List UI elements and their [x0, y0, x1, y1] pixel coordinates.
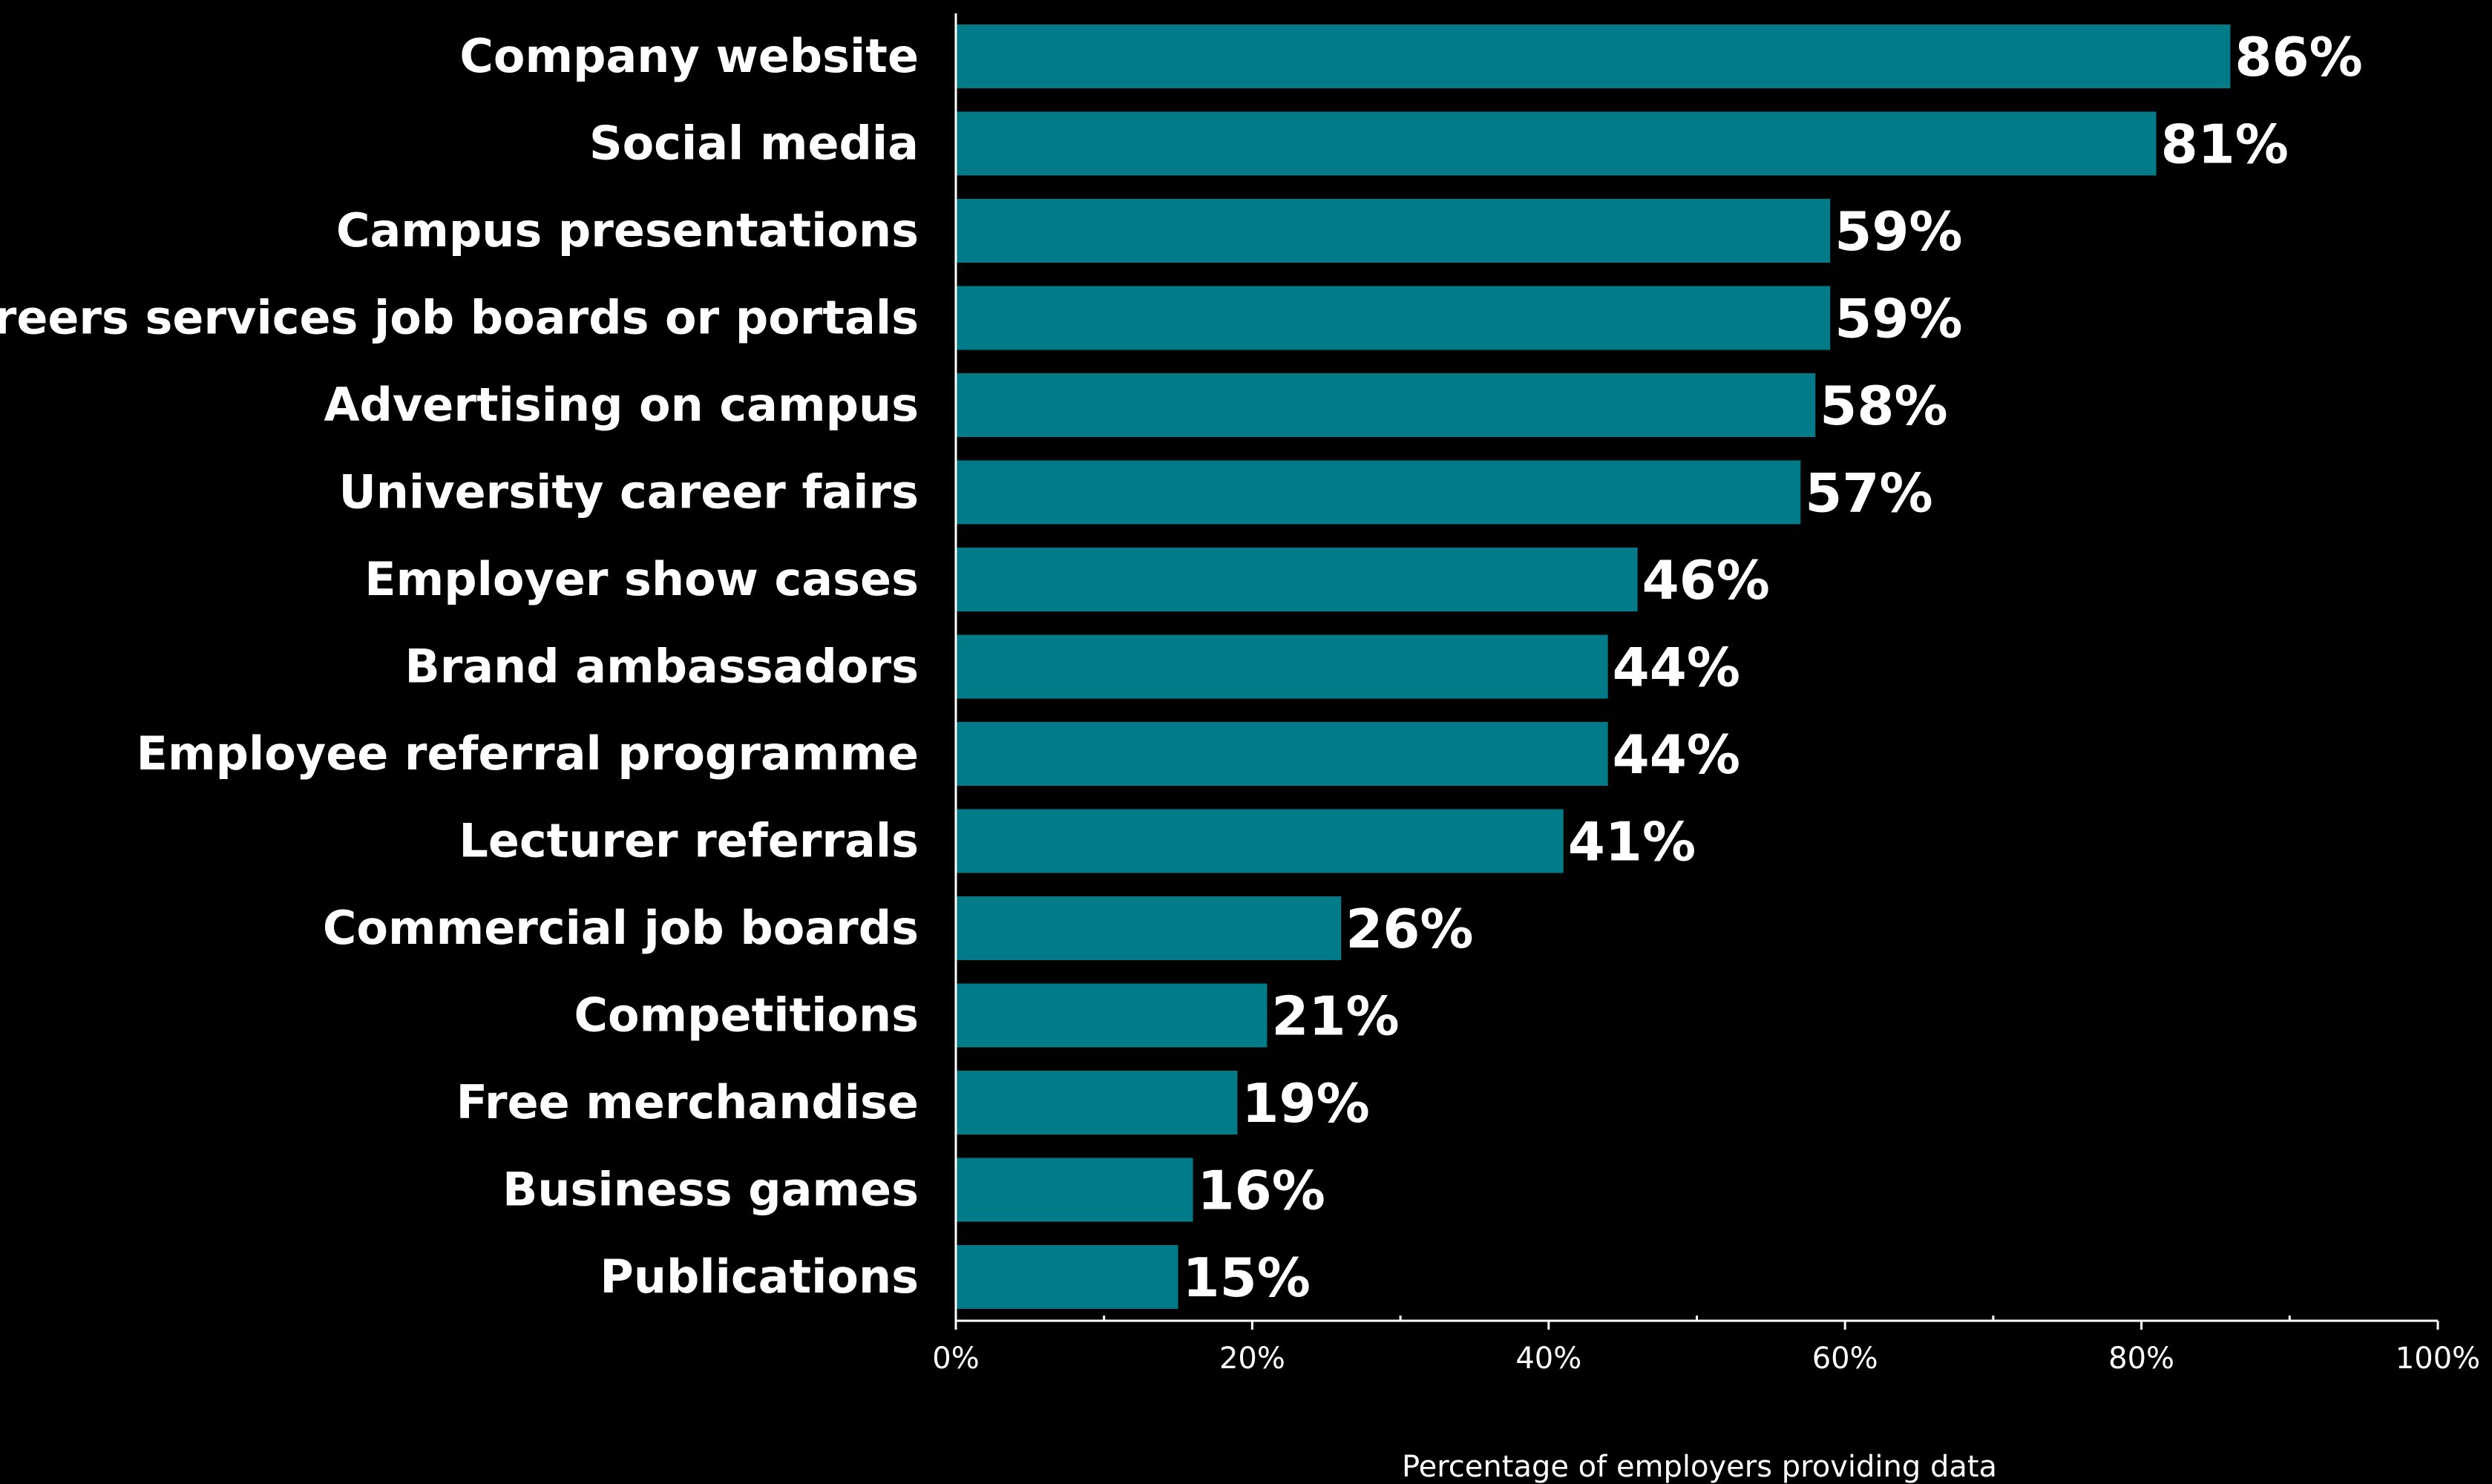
value-label-competitions: 21%: [1271, 985, 1399, 1048]
bar-social-media: [956, 111, 2157, 176]
x-tick-label-40: 40%: [1515, 1342, 1581, 1376]
x-tick-label-0: 0%: [932, 1342, 979, 1376]
bar-employer-show-cases: [956, 548, 1638, 611]
value-label-lecturer-referrals: 41%: [1568, 811, 1696, 873]
x-tick-label-20: 20%: [1219, 1342, 1285, 1376]
value-label-employee-referral-programme: 44%: [1613, 723, 1740, 786]
category-label-campus-presentations: Campus presentations: [336, 203, 919, 257]
value-label-brand-ambassadors: 44%: [1613, 637, 1740, 699]
value-label-business-games: 16%: [1198, 1160, 1325, 1222]
value-labels-group: 86% 81% 59% 59% 58% 57% 46% 44% 44% 41% 26% 21% 19% 1…: [1183, 26, 2363, 1309]
category-label-company-website: Company website: [459, 29, 919, 83]
bars-group: [956, 24, 2231, 1309]
value-label-employer-show-cases: 46%: [1642, 549, 1770, 611]
value-label-campus-presentations: 59%: [1834, 200, 1962, 263]
value-label-publications: 15%: [1183, 1247, 1311, 1309]
category-label-competitions: Competitions: [574, 988, 919, 1043]
bar-competitions: [956, 983, 1268, 1048]
bar-careers-services-job-boards-or-portals: [956, 286, 1831, 350]
value-label-social-media: 81%: [2161, 114, 2289, 176]
x-tick-label-60: 60%: [1812, 1342, 1878, 1376]
category-label-free-merchandise: Free merchandise: [456, 1075, 919, 1129]
bar-business-games: [956, 1158, 1193, 1222]
value-label-commercial-job-boards: 26%: [1345, 898, 1473, 960]
bar-advertising-on-campus: [956, 373, 1816, 437]
bar-free-merchandise: [956, 1071, 1238, 1135]
bar-publications: [956, 1245, 1178, 1309]
bar-campus-presentations: [956, 199, 1831, 263]
category-label-careers-services-job-boards-or-portals: Careers services job boards or portals: [0, 291, 919, 345]
category-label-commercial-job-boards: Commercial job boards: [323, 901, 919, 955]
x-tick-label-100: 100%: [2396, 1342, 2480, 1376]
category-label-social-media: Social media: [589, 116, 919, 171]
x-tick-label-80: 80%: [2108, 1342, 2174, 1376]
value-label-company-website: 86%: [2234, 26, 2362, 88]
value-label-university-career-fairs: 57%: [1805, 462, 1932, 525]
bar-employee-referral-programme: [956, 722, 1608, 786]
bar-commercial-job-boards: [956, 896, 1342, 960]
category-label-brand-ambassadors: Brand ambassadors: [404, 640, 919, 694]
category-label-employer-show-cases: Employer show cases: [364, 552, 919, 606]
category-labels-group: Company website Social media Campus presen…: [0, 29, 919, 1304]
category-label-advertising-on-campus: Advertising on campus: [324, 378, 919, 432]
bar-lecturer-referrals: [956, 809, 1564, 873]
category-label-employee-referral-programme: Employee referral programme: [137, 726, 919, 781]
x-axis: 0% 20% 40% 60% 80% 100%: [932, 13, 2480, 1376]
category-label-business-games: Business games: [502, 1163, 919, 1217]
bar-brand-ambassadors: [956, 634, 1608, 699]
value-label-advertising-on-campus: 58%: [1820, 375, 1947, 437]
bar-company-website: [956, 24, 2231, 88]
bar-university-career-fairs: [956, 460, 1801, 525]
category-label-lecturer-referrals: Lecturer referrals: [459, 814, 919, 868]
value-label-careers-services-job-boards-or-portals: 59%: [1834, 288, 1962, 350]
category-label-university-career-fairs: University career fairs: [338, 465, 919, 519]
x-axis-title: Percentage of employers providing data: [1402, 1450, 1997, 1484]
value-label-free-merchandise: 19%: [1242, 1072, 1369, 1135]
category-label-publications: Publications: [600, 1250, 919, 1304]
